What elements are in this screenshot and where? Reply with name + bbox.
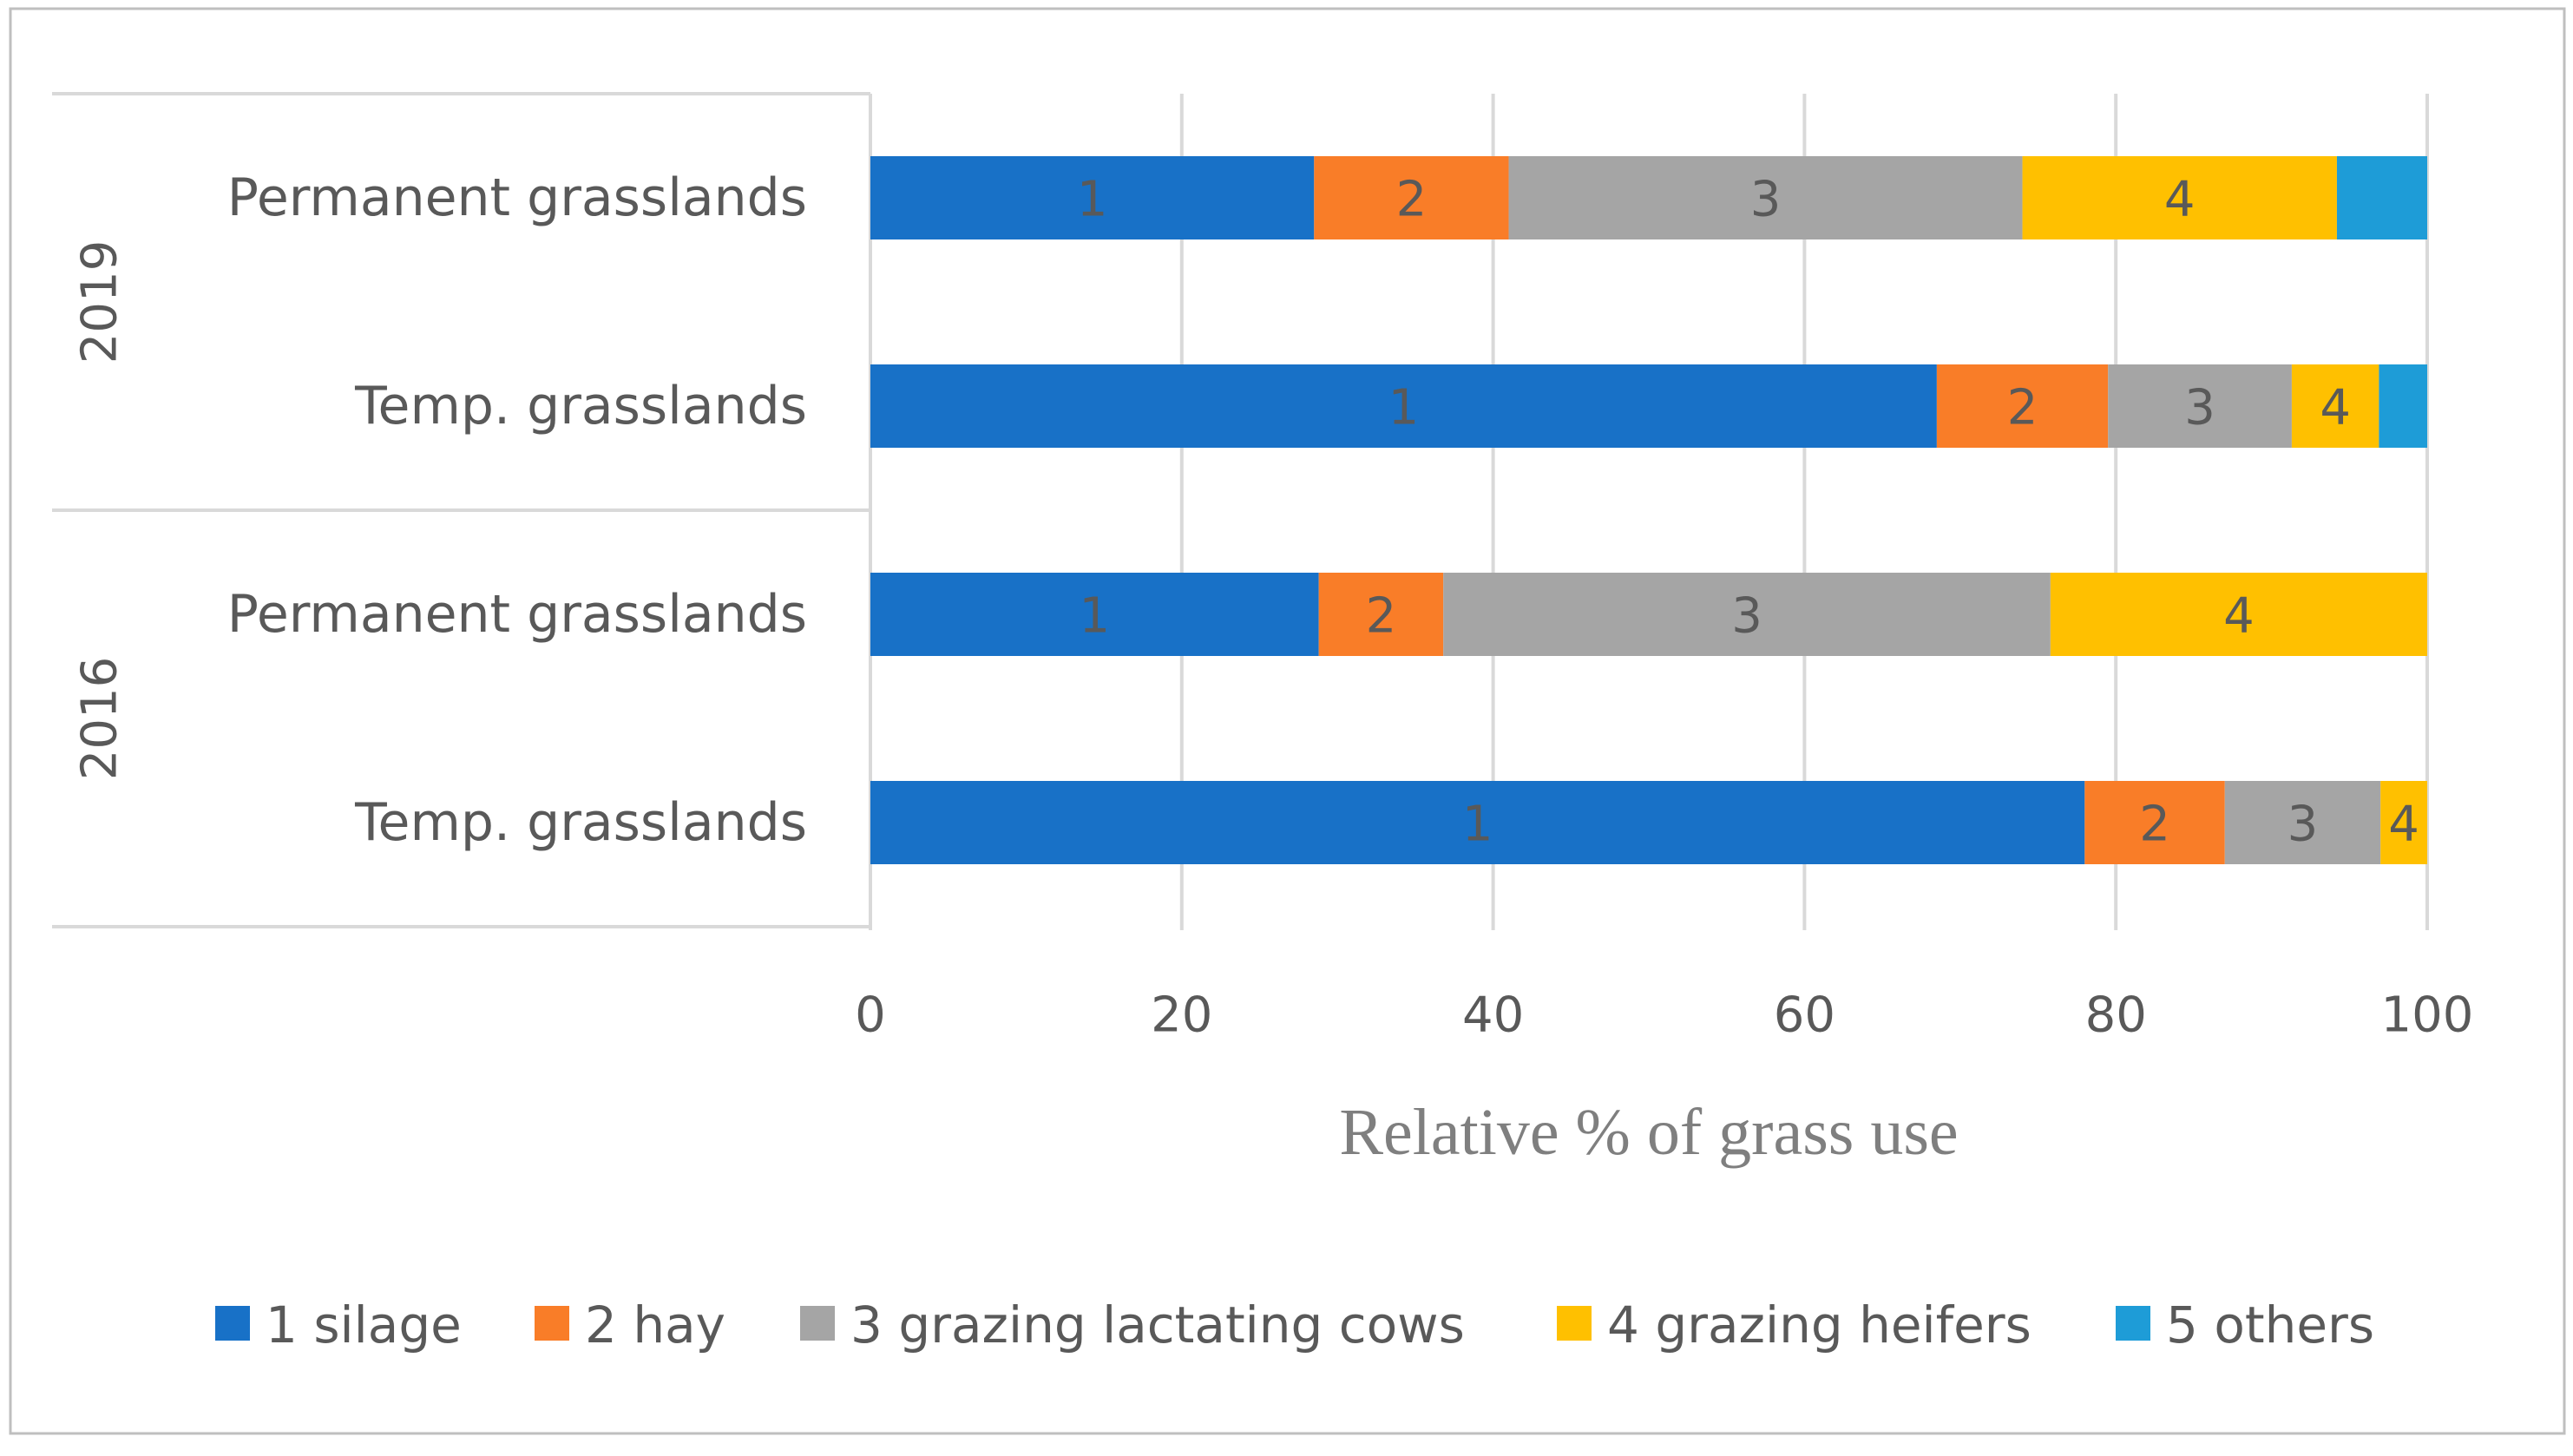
x-tick-label: 80: [2085, 987, 2147, 1044]
x-tick-label: 20: [1151, 987, 1212, 1044]
legend-label: 2 hay: [585, 1295, 725, 1354]
bar-segment-2: [2084, 781, 2225, 864]
legend-label: 5 others: [2166, 1295, 2374, 1354]
legend-swatch-3: [800, 1306, 835, 1341]
bar-segment-5: [2379, 364, 2427, 448]
segment-label: 1: [1080, 588, 1111, 645]
legend-label: 1 silage: [266, 1295, 462, 1354]
x-tick-label: 40: [1462, 987, 1524, 1044]
x-tick-label: 100: [2381, 987, 2474, 1044]
segment-label: 3: [2287, 797, 2319, 853]
segment-label: 1: [1077, 172, 1108, 228]
segment-label: 2: [2139, 797, 2170, 853]
category-label: Permanent grasslands: [227, 584, 807, 645]
x-axis-title: Relative % of grass use: [1339, 1096, 1958, 1169]
bar-segment-3: [1443, 573, 2051, 656]
segment-label: 3: [1750, 172, 1782, 228]
bar-segment-1: [870, 364, 1937, 448]
bar-segment-2: [1314, 156, 1509, 239]
x-tick-label: 0: [855, 987, 886, 1044]
legend-swatch-1: [215, 1306, 250, 1341]
segment-label: 4: [2320, 380, 2351, 436]
segment-label: 1: [1462, 797, 1493, 853]
segment-label: 3: [2184, 380, 2215, 436]
legend-swatch-4: [1557, 1306, 1592, 1341]
bar-segment-1: [870, 573, 1319, 656]
segment-label: 4: [2223, 588, 2255, 645]
bar-segment-3: [1508, 156, 2023, 239]
bar-segment-3: [2224, 781, 2381, 864]
segment-label: 2: [1366, 588, 1397, 645]
bar-segment-4: [2380, 781, 2427, 864]
bar-segment-2: [1936, 364, 2109, 448]
bar-segment-3: [2108, 364, 2292, 448]
segment-label: 2: [1396, 172, 1428, 228]
legend-label: 3 grazing lactating cows: [850, 1295, 1465, 1354]
legend-label: 4 grazing heifers: [1607, 1295, 2031, 1354]
group-label-2016: 2016: [72, 657, 128, 781]
bar-segment-2: [1318, 573, 1444, 656]
bar-segment-1: [870, 781, 2085, 864]
segment-label: 2: [2007, 380, 2038, 436]
chart-frame: [9, 7, 2566, 1435]
legend-swatch-5: [2116, 1306, 2150, 1341]
bar-segment-4: [2050, 573, 2427, 656]
bar-segment-5: [2336, 156, 2427, 239]
legend: 1 silage 2 hay 3 grazing lactating cows 4 g…: [215, 1295, 2374, 1354]
group-label-2019: 2019: [72, 240, 128, 364]
category-label: Temp. grasslands: [354, 792, 807, 853]
bar-segment-4: [2291, 364, 2379, 448]
segment-label: 3: [1731, 588, 1762, 645]
bar-segment-4: [2022, 156, 2337, 239]
category-axis: 2019 Permanent grasslands Temp. grasslands…: [52, 92, 872, 930]
segment-label: 1: [1388, 380, 1420, 436]
segment-label: 4: [2164, 172, 2196, 228]
bars: 1 2 3 4 1 2 3 4 1 2 3 4 1 2 3 4: [870, 156, 2427, 864]
bar-segment-1: [870, 156, 1315, 239]
category-label: Permanent grasslands: [227, 167, 807, 228]
segment-label: 4: [2388, 797, 2419, 853]
x-axis: 0 20 40 60 80 100: [855, 987, 2473, 1044]
x-tick-label: 60: [1774, 987, 1835, 1044]
category-label: Temp. grasslands: [354, 376, 807, 436]
legend-swatch-2: [535, 1306, 569, 1341]
